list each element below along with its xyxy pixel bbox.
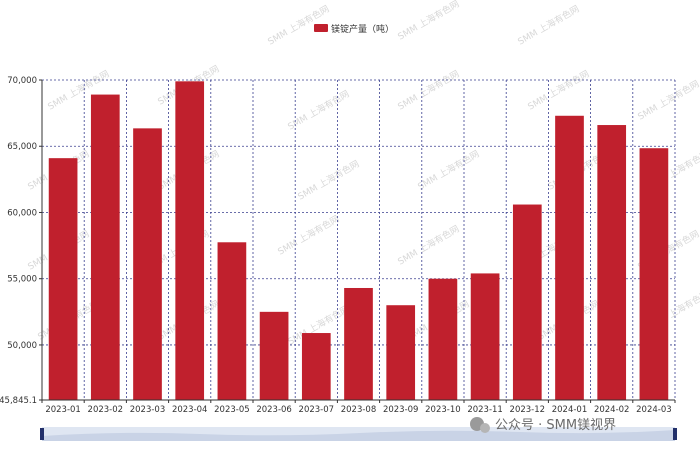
zoom-slider[interactable]: [40, 427, 677, 441]
legend-swatch: [314, 24, 328, 32]
y-tick-label: 50,000: [7, 341, 37, 351]
bar: [386, 305, 416, 400]
bar: [217, 242, 247, 400]
brand-text: 公众号 · SMM镁视界: [495, 418, 616, 433]
watermark-text: SMM 上海有色网: [276, 213, 342, 258]
y-tick-label: 65,000: [7, 142, 37, 152]
x-tick-label: 2024-03: [636, 405, 672, 415]
bar: [90, 94, 120, 401]
watermark-text: SMM 上海有色网: [636, 78, 700, 123]
bar: [301, 333, 331, 400]
x-tick-label: 2024-02: [594, 405, 630, 415]
slider-handle-right[interactable]: [673, 428, 677, 440]
x-tick-label: 2023-08: [341, 405, 377, 415]
bar: [470, 273, 500, 400]
bars: [48, 81, 669, 401]
bar: [48, 158, 78, 400]
bar: [428, 278, 458, 400]
x-tick-label: 2023-07: [299, 405, 335, 415]
watermark-text: SMM 上海有色网: [416, 148, 482, 193]
y-tick-label: 55,000: [7, 275, 37, 285]
x-tick-label: 2023-02: [88, 405, 124, 415]
x-tick-label: 2023-11: [467, 405, 503, 415]
x-tick-label: 2023-06: [256, 405, 292, 415]
slider-shadow: [42, 430, 675, 441]
y-tick-label: 60,000: [7, 208, 37, 218]
x-tick-label: 2023-12: [510, 405, 546, 415]
watermark-text: SMM 上海有色网: [526, 68, 592, 113]
y-tick-label: 70,000: [7, 76, 37, 86]
bar: [597, 125, 627, 401]
x-tick-label: 2023-04: [172, 405, 208, 415]
legend[interactable]: 镁锭产量（吨）: [314, 23, 394, 35]
x-tick-label: 2023-03: [130, 405, 166, 415]
brand-badge: 公众号 · SMM镁视界: [470, 417, 616, 433]
bar: [639, 148, 669, 400]
bar: [133, 128, 162, 400]
x-tick-label: 2024-01: [552, 405, 588, 415]
slider-handle-left[interactable]: [40, 428, 44, 440]
y-tick-label: 45,845.1: [0, 396, 37, 406]
watermark-text: SMM 上海有色网: [396, 223, 462, 268]
bar: [175, 81, 205, 401]
x-axis: 2023-01 2023-02 2023-03 2023-04 2023-05 2023-…: [41, 399, 676, 415]
bar: [344, 287, 373, 400]
watermark-text: SMM 上海有色网: [516, 3, 582, 48]
x-tick-label: 2023-09: [383, 405, 419, 415]
x-tick-label: 2023-10: [425, 405, 461, 415]
x-tick-label: 2023-01: [45, 405, 81, 415]
wechat-icon-bubble: [480, 423, 490, 433]
bar: [259, 311, 289, 400]
y-axis: 45,845.1 50,000 55,000 60,000 65,000 70,000: [0, 76, 43, 406]
bar: [555, 115, 584, 401]
watermark-text: SMM 上海有色网: [296, 158, 362, 203]
legend-label: 镁锭产量（吨）: [331, 23, 394, 35]
watermark-text: SMM 上海有色网: [396, 0, 462, 43]
watermark-text: SMM 上海有色网: [396, 68, 462, 113]
bar: [512, 204, 542, 400]
x-tick-label: 2023-05: [214, 405, 250, 415]
